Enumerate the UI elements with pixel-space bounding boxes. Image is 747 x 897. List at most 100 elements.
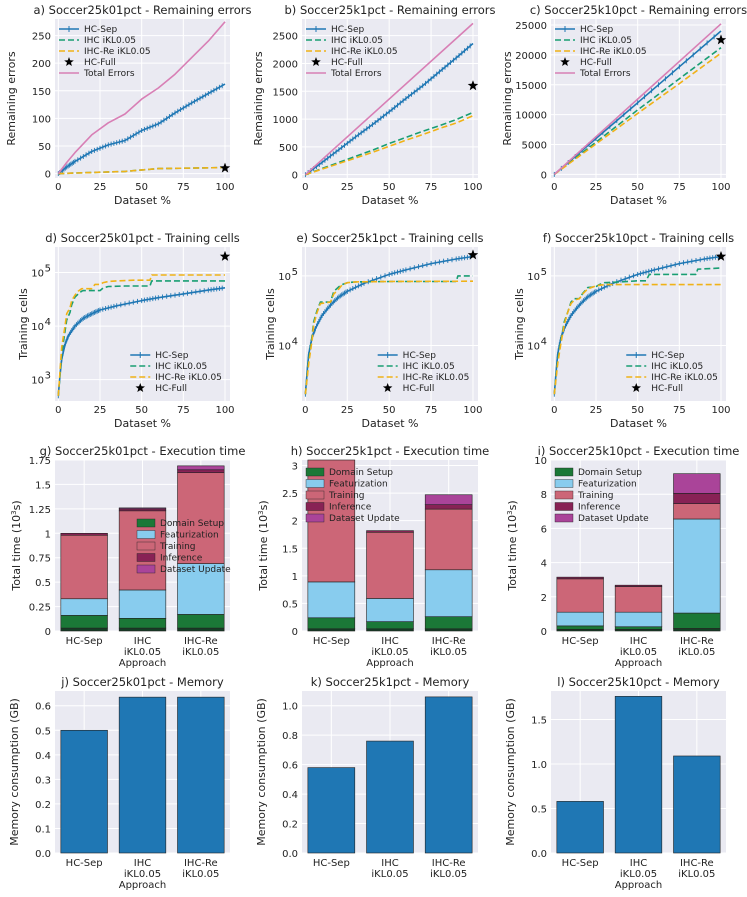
legend-swatch-domain-setup: [136, 518, 156, 528]
legend-swatch-inference: [305, 502, 325, 511]
legend-label: HC-Sep: [155, 351, 189, 361]
bar-segment-domain-setup: [118, 617, 167, 629]
x-category-label: iKL0.05: [182, 647, 219, 658]
legend-label: HC-Full: [155, 384, 187, 394]
x-category-label: Approach: [366, 658, 414, 669]
bar-segment-inference: [366, 530, 414, 533]
bar-segment-inference: [424, 504, 473, 510]
y-tick-label: 0.5: [282, 599, 298, 610]
legend-label: HC-Sep: [403, 351, 437, 361]
y-tick-label: 2: [292, 517, 298, 528]
y-tick-label: 10: [31, 322, 44, 333]
bar-segment-dataset-update: [424, 494, 473, 505]
legend-star-marker: [631, 383, 641, 392]
x-tick-label: 50: [383, 405, 396, 416]
y-tick-label: 0.0: [35, 849, 51, 860]
series-line-ihc: [553, 47, 722, 176]
x-category-label: Approach: [615, 880, 663, 891]
y-axis-label: Memory consumption (GB): [8, 698, 21, 846]
x-category-label: HC-Sep: [66, 858, 103, 869]
series-line-ihcre: [58, 166, 226, 175]
legend-swatch-featurization: [305, 479, 325, 488]
y-tick-label: 1.25: [29, 505, 51, 516]
legend-label: Inference: [160, 554, 203, 564]
y-tick-label: 0: [292, 627, 298, 638]
x-tick-label: 0: [55, 405, 61, 416]
y-tick-label: 0.8: [282, 731, 298, 742]
bar-segment-domain-setup: [307, 617, 356, 630]
legend-label: IHC iKL0.05: [403, 362, 455, 372]
legend-label: Featurization: [160, 531, 219, 541]
legend-sep-marker: [384, 352, 391, 358]
bar-segment-inference: [614, 584, 663, 587]
y-tick-label: 10: [534, 456, 547, 467]
hc-full-star-marker: [715, 34, 727, 45]
y-axis-label: Memory consumption (GB): [255, 698, 268, 846]
legend-label: IHC-Re iKL0.05: [84, 47, 151, 57]
x-category-label: HC-Sep: [66, 636, 103, 647]
x-category-label: Approach: [119, 658, 167, 669]
legend-label: HC-Sep: [580, 25, 614, 35]
legend-label: Total Errors: [83, 69, 135, 79]
x-category-label: iKL0.05: [371, 869, 408, 880]
bar-segment-domain-setup: [556, 625, 604, 630]
x-tick-label: 25: [94, 405, 107, 416]
x-tick-label: 50: [383, 182, 396, 193]
bar-segment-featurization: [366, 598, 414, 622]
x-tick-label: 100: [711, 182, 730, 193]
legend-sep-marker: [137, 352, 144, 358]
legend-label: Featurization: [578, 480, 637, 490]
chart-panel-k: 0.00.20.40.60.81.0HC-Sep IHCiKL0.05IHC-Re…: [255, 675, 478, 880]
legend-star-marker: [560, 57, 570, 66]
panel-title: e) Soccer25k1pct - Training cells: [296, 231, 483, 245]
bar-segment-domain-setup: [614, 626, 663, 630]
x-tick-label: 50: [135, 405, 148, 416]
y-tick-label: 1.5: [531, 715, 547, 726]
bar-segment-base: [177, 627, 225, 632]
bar-segment-training: [177, 472, 225, 564]
y-tick-label: 1: [45, 529, 51, 540]
x-tick-label: 0: [302, 405, 308, 416]
y-tick-label: 150: [32, 87, 51, 98]
legend-label: IHC iKL0.05: [84, 36, 136, 46]
panel-title: d) Soccer25k01pct - Training cells: [45, 231, 240, 245]
bar-segment-featurization: [424, 569, 473, 617]
bar-segment-inference: [60, 532, 108, 536]
series-line-total: [553, 23, 722, 175]
series-line-ihcre: [57, 274, 225, 396]
y-tick-label: 1.0: [282, 702, 298, 713]
legend-label: Domain Setup: [160, 519, 224, 529]
x-tick-label: 0: [551, 182, 557, 193]
y-tick-label: 0.3: [35, 775, 51, 786]
x-tick-label: 100: [463, 182, 482, 193]
legend-swatch-featurization: [554, 479, 574, 488]
hc-full-star-marker: [219, 250, 231, 261]
y-tick-label: 2: [541, 593, 547, 604]
legend-label: Domain Setup: [329, 468, 393, 478]
legend-label: HC-Full: [580, 58, 612, 68]
y-axis-label: Training cells: [513, 288, 526, 361]
x-tick-label: 25: [341, 405, 354, 416]
y-tick-label: 10: [31, 269, 44, 280]
memory-bar: [424, 696, 473, 854]
legend-label: HC-Sep: [651, 351, 685, 361]
x-category-label: HC-Sep: [313, 858, 350, 869]
x-category-label: IHC-Re: [432, 858, 466, 869]
legend-star-marker: [311, 57, 321, 66]
x-category-label: iKL0.05: [182, 869, 219, 880]
y-tick-exponent: 5: [45, 264, 51, 275]
panel-title: g) Soccer25k01pct - Execution time: [40, 444, 246, 458]
legend-label: Domain Setup: [578, 468, 642, 478]
x-tick-label: 75: [673, 405, 686, 416]
legend-label: Dataset Update: [160, 565, 231, 575]
bar-segment-training: [614, 586, 663, 613]
x-tick-label: 25: [341, 182, 354, 193]
legend-label: IHC-Re iKL0.05: [651, 373, 718, 383]
x-category-label: iKL0.05: [124, 647, 161, 658]
x-category-label: iKL0.05: [430, 647, 467, 658]
series-line-ihc: [57, 280, 225, 396]
